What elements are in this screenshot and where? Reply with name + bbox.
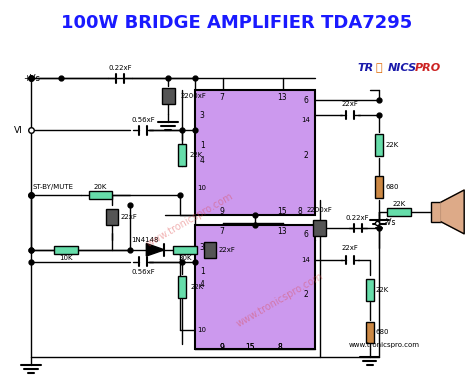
Text: 2200xF: 2200xF xyxy=(180,93,206,99)
Bar xyxy=(375,176,383,198)
Bar xyxy=(173,246,197,254)
Text: 22K: 22K xyxy=(189,152,202,158)
Text: 15: 15 xyxy=(245,343,255,352)
Text: 22xF: 22xF xyxy=(120,214,137,220)
Bar xyxy=(431,202,441,222)
Text: 4: 4 xyxy=(200,156,205,164)
Text: 0.22xF: 0.22xF xyxy=(109,66,132,71)
Text: 4: 4 xyxy=(200,280,205,289)
Text: ST-BY/MUTE: ST-BY/MUTE xyxy=(33,184,74,190)
Bar xyxy=(375,134,383,156)
Text: 15: 15 xyxy=(245,343,255,352)
Text: 22xF: 22xF xyxy=(341,245,358,251)
Text: 22K: 22K xyxy=(190,284,203,290)
Polygon shape xyxy=(146,244,164,256)
Text: 22xF: 22xF xyxy=(341,101,358,107)
Text: 3: 3 xyxy=(200,111,205,120)
Polygon shape xyxy=(441,190,464,234)
Text: 100W BRIDGE AMPLIFIER TDA7295: 100W BRIDGE AMPLIFIER TDA7295 xyxy=(61,14,413,32)
Bar xyxy=(365,279,374,301)
Bar xyxy=(162,88,175,104)
Bar xyxy=(178,276,186,298)
Text: 0.56xF: 0.56xF xyxy=(131,117,155,123)
Text: NICS: NICS xyxy=(387,63,417,73)
Text: 1: 1 xyxy=(200,267,204,276)
Text: 680: 680 xyxy=(385,184,399,190)
Bar xyxy=(89,191,112,199)
Text: 6: 6 xyxy=(303,230,308,239)
Text: 7: 7 xyxy=(219,93,225,102)
Text: 9: 9 xyxy=(219,343,225,352)
Text: 2: 2 xyxy=(303,151,308,160)
Bar xyxy=(313,220,326,236)
Text: 14: 14 xyxy=(301,117,310,123)
Text: 3: 3 xyxy=(200,243,205,252)
Text: 680: 680 xyxy=(375,330,389,335)
Text: Ⓞ: Ⓞ xyxy=(375,63,382,73)
Text: 1N4148: 1N4148 xyxy=(132,237,159,243)
Text: 10: 10 xyxy=(198,185,207,191)
Text: +Vs: +Vs xyxy=(23,74,40,83)
Text: www.tronicspro.com: www.tronicspro.com xyxy=(348,342,419,349)
Text: PRO: PRO xyxy=(414,63,441,73)
Text: 8: 8 xyxy=(297,207,302,217)
Text: 22xF: 22xF xyxy=(218,247,235,253)
Text: 1: 1 xyxy=(200,141,204,150)
Text: -Vs: -Vs xyxy=(384,218,396,227)
Text: 9: 9 xyxy=(219,343,225,352)
Bar xyxy=(387,208,411,216)
Text: 0.56xF: 0.56xF xyxy=(131,269,155,275)
Bar xyxy=(365,322,374,344)
Text: 8: 8 xyxy=(277,343,282,352)
Bar xyxy=(178,144,186,166)
Text: 30K: 30K xyxy=(178,255,192,261)
Text: 0.22xF: 0.22xF xyxy=(346,215,369,221)
Bar xyxy=(195,90,315,215)
Text: 22K: 22K xyxy=(375,287,389,293)
Bar xyxy=(54,246,78,254)
Text: 20K: 20K xyxy=(94,184,107,190)
Bar xyxy=(107,209,118,225)
Bar xyxy=(195,225,315,349)
Text: 6: 6 xyxy=(303,96,308,105)
Text: VI: VI xyxy=(14,126,23,135)
Text: 13: 13 xyxy=(277,93,287,102)
Text: 8: 8 xyxy=(277,343,282,352)
Text: 9: 9 xyxy=(219,207,225,217)
Text: 7: 7 xyxy=(219,227,225,236)
Text: 2200xF: 2200xF xyxy=(307,207,333,213)
Text: TR: TR xyxy=(357,63,374,73)
Bar xyxy=(204,242,216,258)
Text: 15: 15 xyxy=(277,207,287,217)
Text: 22K: 22K xyxy=(393,201,406,207)
Text: www.tronicspro.com: www.tronicspro.com xyxy=(145,191,236,249)
Text: 10K: 10K xyxy=(59,255,73,261)
Text: 10: 10 xyxy=(198,327,207,332)
Text: 13: 13 xyxy=(277,227,287,236)
Text: 22K: 22K xyxy=(385,142,399,148)
Text: 2: 2 xyxy=(303,290,308,299)
Text: www.tronicspro.com: www.tronicspro.com xyxy=(235,271,325,328)
Text: 14: 14 xyxy=(301,257,310,263)
